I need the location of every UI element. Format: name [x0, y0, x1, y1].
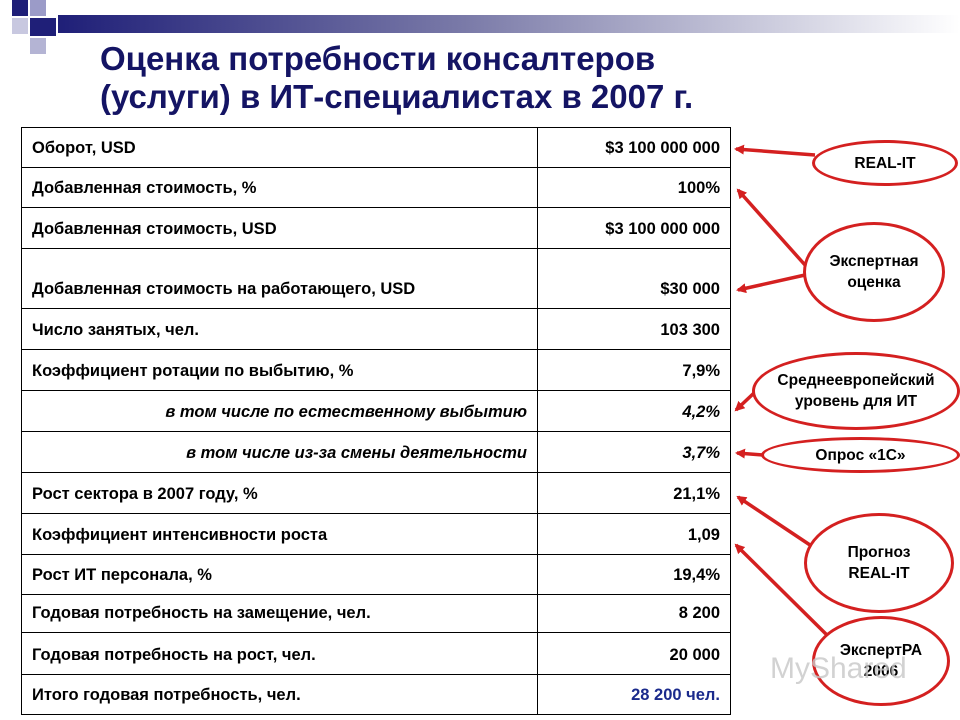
- header-bar: [58, 15, 960, 33]
- source-survey-1c-label: Опрос «1С»: [815, 446, 906, 464]
- table-row: Итого годовая потребность, чел. 28 200 ч…: [21, 674, 731, 715]
- source-forecast: Прогноз REAL-IT: [804, 513, 954, 613]
- row-label: Итого годовая потребность, чел.: [21, 674, 538, 715]
- source-real-it-label: REAL-IT: [854, 154, 916, 172]
- table-row: Число занятых, чел. 103 300: [21, 308, 731, 350]
- source-survey-1c: Опрос «1С»: [761, 437, 960, 473]
- row-value: 19,4%: [537, 554, 731, 595]
- row-label: Добавленная стоимость на работающего, US…: [21, 248, 538, 309]
- row-value: 21,1%: [537, 472, 731, 514]
- table-row: Годовая потребность на рост, чел. 20 000: [21, 632, 731, 675]
- row-value: 8 200: [537, 594, 731, 633]
- row-value: 20 000: [537, 632, 731, 675]
- table-row: Годовая потребность на замещение, чел. 8…: [21, 594, 731, 633]
- row-value: $30 000: [537, 248, 731, 309]
- row-value-total: 28 200 чел.: [537, 674, 731, 715]
- data-table: Оборот, USD $3 100 000 000 Добавленная с…: [21, 127, 731, 715]
- table-row: Коэффициент интенсивности роста 1,09: [21, 513, 731, 555]
- row-label: в том числе из-за смены деятельности: [21, 431, 538, 473]
- row-value: 103 300: [537, 308, 731, 350]
- table-row: Добавленная стоимость на работающего, US…: [21, 248, 731, 309]
- arrow-real-it: [734, 144, 816, 157]
- title-line-2: (услуги) в ИТ-специалистах в 2007 г.: [100, 78, 694, 115]
- row-value: 3,7%: [537, 431, 731, 473]
- watermark: MyShared: [770, 652, 907, 685]
- table-row: в том числе из-за смены деятельности 3,7…: [21, 431, 731, 473]
- slide-title: Оценка потребности консалтеров (услуги) …: [100, 40, 940, 116]
- table-row: Рост ИТ персонала, % 19,4%: [21, 554, 731, 595]
- row-label: Оборот, USD: [21, 127, 538, 168]
- source-expert-ra: ЭкспертРА 2006: [812, 616, 950, 706]
- row-label: Коэффициент интенсивности роста: [21, 513, 538, 555]
- source-expert-ra-label: ЭкспертРА 2006: [839, 642, 923, 680]
- title-line-1: Оценка потребности консалтеров: [100, 40, 656, 77]
- arrow-expert-1: [736, 188, 807, 267]
- row-value: 100%: [537, 167, 731, 208]
- source-central-europe: Среднеевропейский уровень для ИТ: [752, 352, 960, 430]
- arrow-survey: [735, 448, 764, 459]
- source-forecast-label: Прогноз REAL-IT: [847, 544, 911, 582]
- row-label: Годовая потребность на рост, чел.: [21, 632, 538, 675]
- source-central-europe-label: Среднеевропейский уровень для ИТ: [777, 372, 935, 410]
- arrow-expert-ra: [734, 543, 834, 642]
- source-real-it: REAL-IT: [812, 140, 958, 186]
- source-expert-label: Экспертная оценка: [829, 253, 919, 291]
- row-value: 1,09: [537, 513, 731, 555]
- row-label: Рост ИТ персонала, %: [21, 554, 538, 595]
- row-label: Рост сектора в 2007 году, %: [21, 472, 538, 514]
- arrow-forecast: [736, 495, 811, 547]
- table-row: Рост сектора в 2007 году, % 21,1%: [21, 472, 731, 514]
- arrow-expert-2: [736, 273, 806, 294]
- source-expert: Экспертная оценка: [803, 222, 945, 322]
